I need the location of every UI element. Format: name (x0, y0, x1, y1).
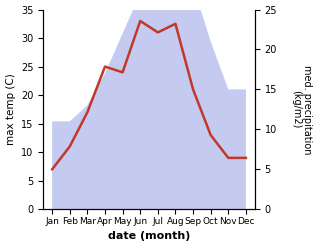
X-axis label: date (month): date (month) (108, 231, 190, 242)
Y-axis label: med. precipitation
(kg/m2): med. precipitation (kg/m2) (291, 65, 313, 154)
Y-axis label: max temp (C): max temp (C) (5, 74, 16, 145)
